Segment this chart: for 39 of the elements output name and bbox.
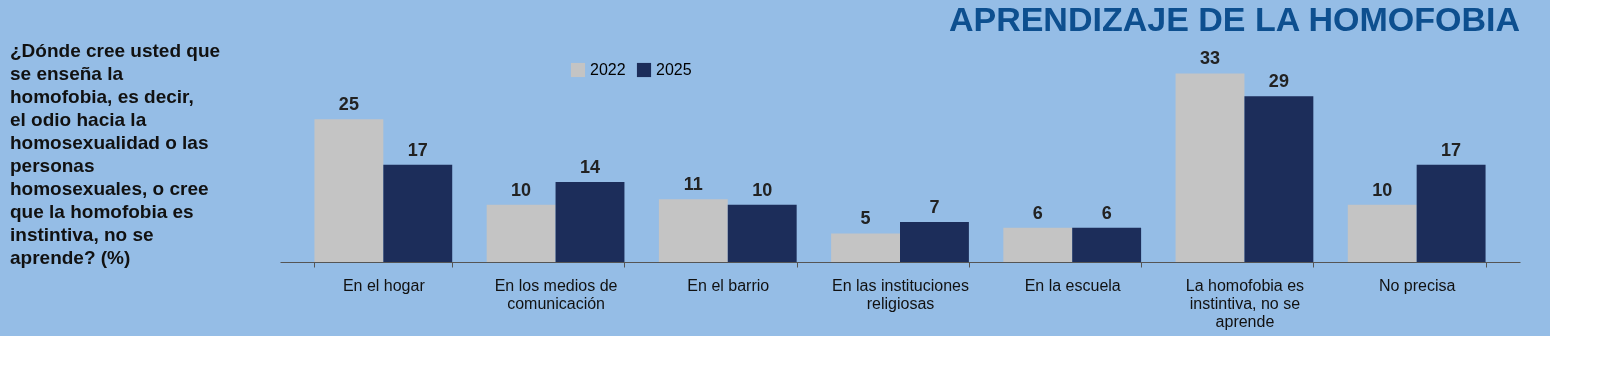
bar xyxy=(727,204,797,262)
x-tick-label: No precisa xyxy=(1378,276,1456,294)
bar xyxy=(1003,227,1073,262)
data-label: 10 xyxy=(752,179,773,200)
bar xyxy=(1416,164,1486,262)
data-label: 17 xyxy=(407,139,428,160)
bar xyxy=(1244,96,1314,262)
data-label: 14 xyxy=(579,157,601,177)
text: ¿Dónde cree usted que se enseña la homofobia, es decir, el odio hacia la homosexualidad o las personas homosexuales, o cree que la homofobia es instintiva, no se aprende? (%) xyxy=(10,40,221,268)
bar xyxy=(900,222,969,262)
data-label: 25 xyxy=(338,94,359,115)
bar xyxy=(831,233,900,262)
bar xyxy=(658,199,728,262)
data-label: 7 xyxy=(929,197,940,217)
x-tick-label: La homofobia es instintiva, no se aprende xyxy=(1185,276,1305,330)
data-label: 10 xyxy=(511,179,532,200)
chart-title: APRENDIZAJE DE LA HOMOFOBIA xyxy=(948,0,1520,38)
bar xyxy=(486,204,556,262)
legend-label: 2022 xyxy=(590,61,626,78)
x-tick-label: En los medios de comunicación xyxy=(494,276,618,312)
x-tick-label: En la escuela xyxy=(1024,276,1121,294)
data-label: 6 xyxy=(1101,202,1112,223)
data-label: 10 xyxy=(1372,179,1393,200)
bar xyxy=(555,182,625,262)
bar xyxy=(383,164,453,262)
bar xyxy=(314,119,384,262)
data-label: 29 xyxy=(1268,71,1289,92)
data-label: 5 xyxy=(860,208,871,229)
data-label: 33 xyxy=(1199,48,1221,69)
x-tick-label: En las instituciones religiosas xyxy=(832,276,969,312)
data-label: 11 xyxy=(683,174,703,195)
bar xyxy=(1175,73,1245,262)
x-tick-label: En el hogar xyxy=(342,276,426,294)
data-label: 17 xyxy=(1441,139,1462,160)
bar xyxy=(1072,227,1142,262)
bar xyxy=(1347,204,1417,262)
x-tick-label: En el barrio xyxy=(687,276,770,294)
data-label: 6 xyxy=(1032,202,1043,223)
legend-label: 2025 xyxy=(656,61,692,78)
